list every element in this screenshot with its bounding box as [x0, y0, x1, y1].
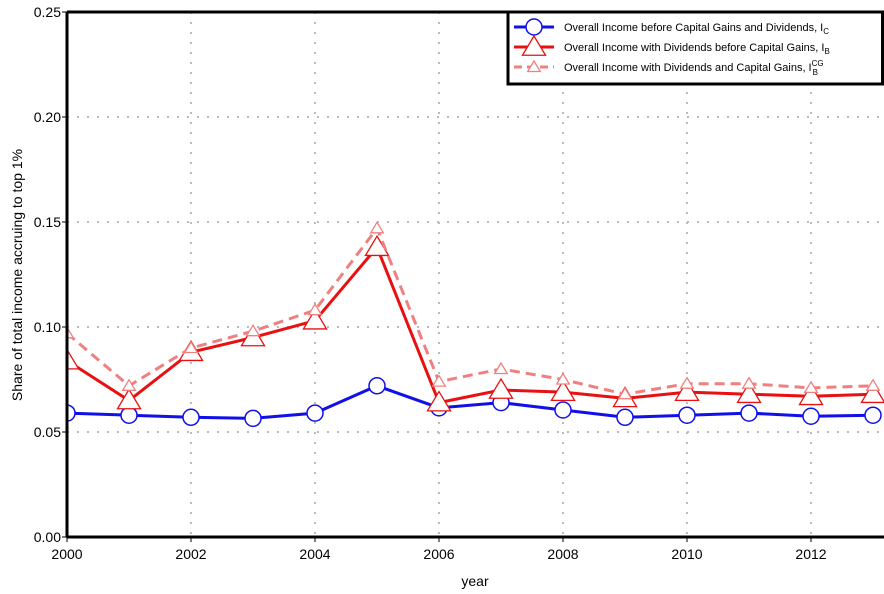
legend-text: Overall Income before Capital Gains and … — [564, 22, 823, 34]
marker — [121, 378, 137, 391]
legend-label: Overall Income with Dividends and Capita… — [564, 59, 824, 77]
x-tick-label: 2008 — [547, 546, 578, 562]
marker — [307, 302, 323, 316]
marker — [116, 388, 142, 410]
y-tick-label: 0.00 — [34, 529, 61, 545]
y-tick-label: 0.15 — [34, 214, 61, 230]
marker — [802, 407, 820, 425]
x-tick-label: 2012 — [795, 546, 826, 562]
series-line — [67, 384, 874, 420]
marker — [426, 390, 452, 412]
marker — [183, 340, 199, 354]
marker — [521, 34, 547, 56]
marker — [306, 404, 324, 422]
marker — [182, 408, 200, 427]
marker — [368, 377, 386, 395]
series-line — [67, 244, 874, 405]
marker — [736, 381, 762, 404]
marker — [302, 308, 328, 330]
series-line — [67, 225, 874, 396]
y-tick-label: 0.25 — [34, 4, 61, 20]
marker — [798, 384, 824, 406]
marker — [244, 409, 262, 428]
legend-superscript: CG — [812, 59, 824, 68]
marker — [678, 406, 696, 424]
legend-subscript: B — [824, 47, 829, 56]
y-tick-label: 0.10 — [34, 319, 61, 335]
marker — [245, 323, 261, 337]
legend-text: Overall Income with Dividends before Cap… — [564, 42, 824, 54]
marker — [550, 379, 576, 402]
marker — [740, 404, 758, 422]
legend-label: Overall Income before Capital Gains and … — [564, 22, 829, 36]
y-tick-label: 0.20 — [34, 109, 61, 125]
marker — [803, 380, 819, 394]
marker — [555, 372, 571, 385]
marker — [674, 379, 700, 402]
marker — [120, 406, 138, 424]
x-tick-label: 2006 — [423, 546, 454, 562]
marker — [526, 59, 542, 73]
y-tick-label: 0.05 — [34, 424, 61, 440]
legend-label: Overall Income with Dividends before Cap… — [564, 42, 830, 56]
marker — [369, 221, 385, 234]
x-tick-label: 2010 — [671, 546, 702, 562]
y-axis-label: Share of total income accruing to top 1% — [9, 149, 25, 401]
legend-subscript: C — [823, 27, 829, 36]
marker — [431, 374, 447, 387]
marker — [488, 377, 514, 399]
marker — [860, 381, 884, 404]
marker — [617, 386, 633, 400]
x-tick-label: 2002 — [175, 546, 206, 562]
marker — [525, 18, 543, 36]
legend-box — [506, 10, 884, 86]
marker — [616, 408, 634, 427]
marker — [493, 361, 509, 375]
legend-text: Overall Income with Dividends and Capita… — [564, 62, 812, 74]
x-tick-label: 2004 — [299, 546, 330, 562]
x-tick-label: 2000 — [51, 546, 82, 562]
marker — [865, 378, 881, 391]
marker — [67, 404, 76, 422]
x-axis-label: year — [461, 573, 489, 589]
marker — [864, 406, 882, 424]
legend-subscript: B — [813, 68, 818, 77]
marker — [741, 376, 757, 389]
marker — [679, 376, 695, 389]
marker — [554, 401, 572, 419]
